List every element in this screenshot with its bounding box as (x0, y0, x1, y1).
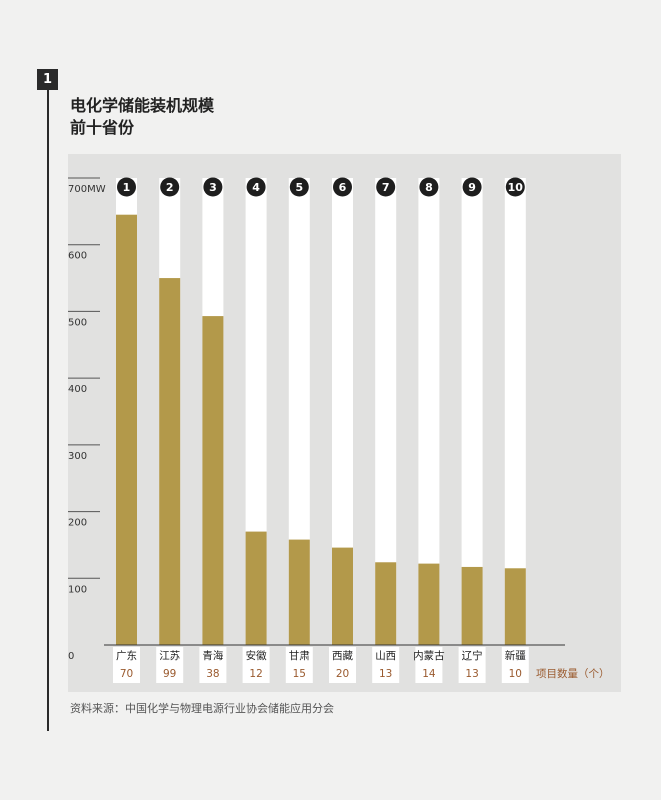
y-tick-label: 200 (68, 518, 87, 529)
rank-circle (419, 177, 439, 197)
bar-track (332, 178, 353, 645)
bar-track (288, 178, 310, 645)
category-label-box (156, 647, 184, 683)
rank-circle (246, 177, 266, 197)
category-label: 内蒙古 (413, 649, 445, 662)
project-count-label: 15 (293, 668, 306, 680)
project-count-axis-label: 项目数量（个） (536, 667, 610, 680)
rank-circle (160, 177, 180, 197)
category-label-box (372, 647, 400, 683)
rank-label: 1 (123, 181, 131, 194)
bar (418, 563, 440, 645)
rank-circle (117, 177, 136, 197)
bar (504, 568, 526, 645)
rank-label: 4 (252, 181, 260, 194)
y-tick-label: 300 (68, 451, 87, 462)
category-label-box (199, 647, 227, 683)
y-tick-label: 700MW (68, 184, 106, 195)
bar (245, 531, 267, 645)
bar-chart: 0 100 200 300 400 500 600 700MW 1 广东 70 2 江苏 99 3 青海 38 4… (68, 177, 610, 683)
bar (159, 278, 181, 645)
rank-circle (289, 177, 309, 197)
project-count-label: 20 (336, 668, 349, 680)
project-count-label: 38 (206, 668, 219, 680)
category-label: 广东 (116, 649, 137, 662)
category-label: 安徽 (246, 649, 267, 662)
category-label-box (458, 647, 486, 683)
rank-label: 5 (295, 181, 303, 194)
y-tick-label: 100 (68, 584, 87, 595)
category-label-box (415, 647, 443, 683)
bar-track (504, 178, 526, 645)
bar (461, 566, 483, 645)
chart-panel: 0 100 200 300 400 500 600 700MW 1 广东 70 2 江苏 99 3 青海 38 4… (68, 154, 621, 692)
category-label: 新疆 (505, 649, 526, 662)
category-label: 江苏 (159, 649, 180, 662)
project-count-label: 70 (120, 668, 133, 680)
bar (375, 562, 397, 645)
chart-title: 电化学储能装机规模 前十省份 (70, 95, 214, 139)
bar-track (245, 178, 267, 645)
rank-label: 9 (468, 181, 476, 194)
bar (202, 316, 224, 645)
category-label: 青海 (202, 649, 223, 662)
category-label: 西藏 (332, 650, 353, 662)
category-label: 甘肃 (289, 649, 310, 662)
bar (116, 214, 137, 645)
category-label: 山西 (375, 650, 396, 662)
rank-circle (333, 177, 352, 197)
rank-label: 3 (209, 181, 217, 194)
category-label-box (242, 647, 270, 683)
category-label-box (501, 647, 529, 683)
project-count-label: 14 (422, 668, 436, 680)
y-tick-label: 0 (68, 651, 74, 662)
project-count-label: 12 (249, 668, 262, 680)
category-label: 辽宁 (462, 649, 483, 662)
rank-label: 6 (339, 181, 347, 194)
rank-label: 2 (166, 181, 174, 194)
bar-track (461, 178, 483, 645)
bar (288, 539, 310, 645)
category-label-box (285, 647, 313, 683)
bar-track (418, 178, 440, 645)
rank-circle (462, 177, 482, 197)
y-tick-label: 400 (68, 384, 87, 395)
rank-label: 10 (508, 181, 524, 194)
chart-title-line-1: 电化学储能装机规模 (70, 96, 215, 115)
bar-track (375, 178, 397, 645)
rank-circle (376, 177, 396, 197)
project-count-label: 10 (509, 668, 522, 680)
chart-title-line-2: 前十省份 (70, 118, 135, 137)
timeline-line (47, 88, 49, 731)
project-count-label: 13 (465, 668, 478, 680)
rank-circle (203, 177, 223, 197)
y-tick-label: 500 (68, 317, 87, 328)
project-count-label: 13 (379, 668, 392, 680)
bar (332, 547, 353, 645)
rank-label: 7 (382, 181, 390, 194)
source-note: 资料来源：中国化学与物理电源行业协会储能应用分会 (70, 702, 334, 715)
y-tick-label: 600 (68, 251, 87, 262)
category-label-box (329, 647, 356, 683)
rank-label: 8 (425, 181, 433, 194)
project-count-label: 99 (163, 668, 176, 680)
category-label-box (113, 647, 140, 683)
rank-circle (505, 177, 525, 197)
section-number-badge: 1 (37, 69, 58, 90)
